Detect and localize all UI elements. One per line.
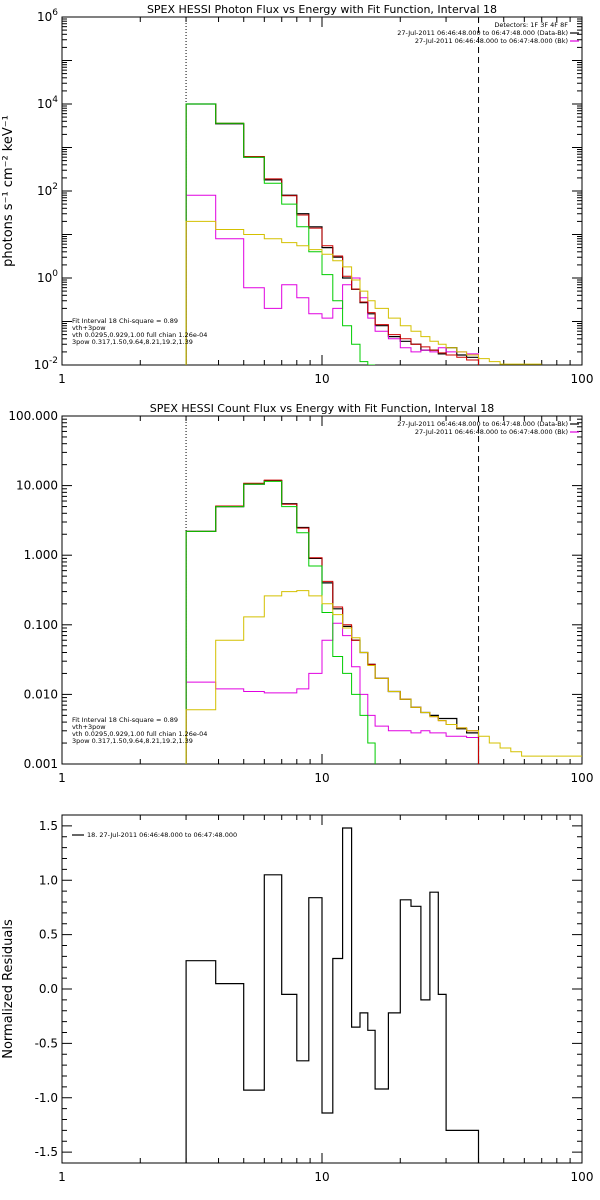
y-tick-label: -0.5 (35, 1036, 58, 1050)
fit-legend-entry: vth+3pow (72, 723, 106, 731)
y-tick-label: 100.000 (8, 409, 58, 423)
x-tick-label: 100 (571, 372, 594, 386)
y-tick-label: 100 (37, 269, 58, 285)
x-tick-label: 100 (571, 1170, 594, 1184)
x-tick-label: 1 (58, 372, 66, 386)
y-tick-label: 0.0 (39, 982, 58, 996)
y-tick-exponent: 4 (52, 95, 58, 105)
legend-entry: Detectors: 1F 3F 4F 8F (494, 21, 568, 29)
fit-legend-entry: vth+3pow (72, 324, 106, 332)
x-tick-label: 10 (314, 771, 329, 785)
residual-legend-entry: 18. 27-Jul-2011 06:46:48.000 to 06:47:48… (87, 831, 237, 839)
y-tick-label: 1.000 (24, 548, 58, 562)
y-tick-mantissa: 10 (37, 10, 52, 24)
series-line-bk (185, 622, 479, 764)
series-line-vth-3pow (185, 103, 479, 365)
series-line-data-bk (185, 103, 480, 365)
chart-panel-3: 1 10 100 1.5 1.0 0.5 0.0 -0.5 -1.0 -1.5 Normalized… (1, 814, 594, 1184)
y-tick-mantissa: 10 (37, 184, 52, 198)
series-line-18-27-jul-2011-06-46-48-000-to-06-47-48-000 (185, 827, 480, 1163)
series-line-3pow (185, 220, 542, 365)
y-tick-label: 1.5 (39, 819, 58, 833)
y-tick-exponent: 6 (52, 8, 58, 18)
y-axis-label: photons s⁻¹ cm⁻² keV⁻¹ (1, 115, 16, 267)
fit-legend-entry: Fit Interval 18 Chi-square = 0.89 (72, 716, 178, 724)
y-tick-mantissa: 10 (34, 358, 49, 372)
x-tick-label: 1 (58, 771, 66, 785)
y-tick-label: 0.010 (24, 687, 58, 701)
fit-legend-entry: 3pow 0.317,1.50,9.64,8.21,19.2,1.39 (72, 338, 193, 346)
x-tick-label: 1 (58, 1170, 66, 1184)
y-tick-exponent: 2 (52, 182, 58, 192)
series-line-3pow (185, 590, 582, 764)
series-group (185, 479, 582, 764)
y-tick-label: 0.100 (24, 618, 58, 632)
x-tick-label: 100 (571, 771, 594, 785)
y-tick-label: 10.000 (16, 479, 58, 493)
y-tick-label: 102 (37, 182, 58, 198)
y-tick-exponent: -2 (49, 356, 58, 366)
x-tick-label: 10 (314, 1170, 329, 1184)
y-tick-label: -1.5 (35, 1145, 58, 1159)
legend-entry: 27-Jul-2011 06:46:48.000 to 06:47:48.000… (397, 29, 568, 37)
y-tick-label: 0.5 (39, 928, 58, 942)
legend-entry: 27-Jul-2011 06:46:48.000 to 06:47:48.000… (415, 37, 568, 45)
legend-entry: 27-Jul-2011 06:46:48.000 to 06:47:48.000… (397, 420, 568, 428)
y-tick-label: 106 (37, 8, 58, 24)
series-group (185, 827, 480, 1163)
y-tick-exponent: 0 (52, 269, 58, 279)
chart-title: SPEX HESSI Count Flux vs Energy with Fit… (150, 402, 494, 415)
y-tick-label: 10-2 (34, 356, 58, 372)
fit-legend-entry: vth 0.0295,0.929,1.00 full chian 1.26e-0… (72, 331, 207, 339)
fit-legend-entry: Fit Interval 18 Chi-square = 0.89 (72, 317, 178, 325)
y-tick-mantissa: 10 (37, 97, 52, 111)
plot-frame (61, 16, 583, 366)
y-tick-mantissa: 10 (37, 271, 52, 285)
x-tick-label: 10 (314, 372, 329, 386)
y-tick-label: 104 (37, 95, 58, 111)
series-group (185, 103, 542, 365)
y-axis-label: Normalized Residuals (1, 919, 16, 1059)
y-tick-label: -1.0 (35, 1091, 58, 1105)
series-line-vth (185, 103, 376, 365)
legend-entry: 27-Jul-2011 06:46:48.000 to 06:47:48.000… (415, 428, 568, 436)
series-line-vth (185, 480, 376, 764)
fit-legend-entry: 3pow 0.317,1.50,9.64,8.21,19.2,1.39 (72, 737, 193, 745)
chart-panel-1: SPEX HESSI Photon Flux vs Energy with Fi… (1, 3, 593, 386)
fit-legend-entry: vth 0.0295,0.929,1.00 full chian 1.26e-0… (72, 730, 207, 738)
chart-panel-2: SPEX HESSI Count Flux vs Energy with Fit… (8, 402, 593, 785)
chart-title: SPEX HESSI Photon Flux vs Energy with Fi… (147, 3, 497, 16)
y-tick-label: 1.0 (39, 873, 58, 887)
y-tick-label: 0.001 (24, 757, 58, 771)
